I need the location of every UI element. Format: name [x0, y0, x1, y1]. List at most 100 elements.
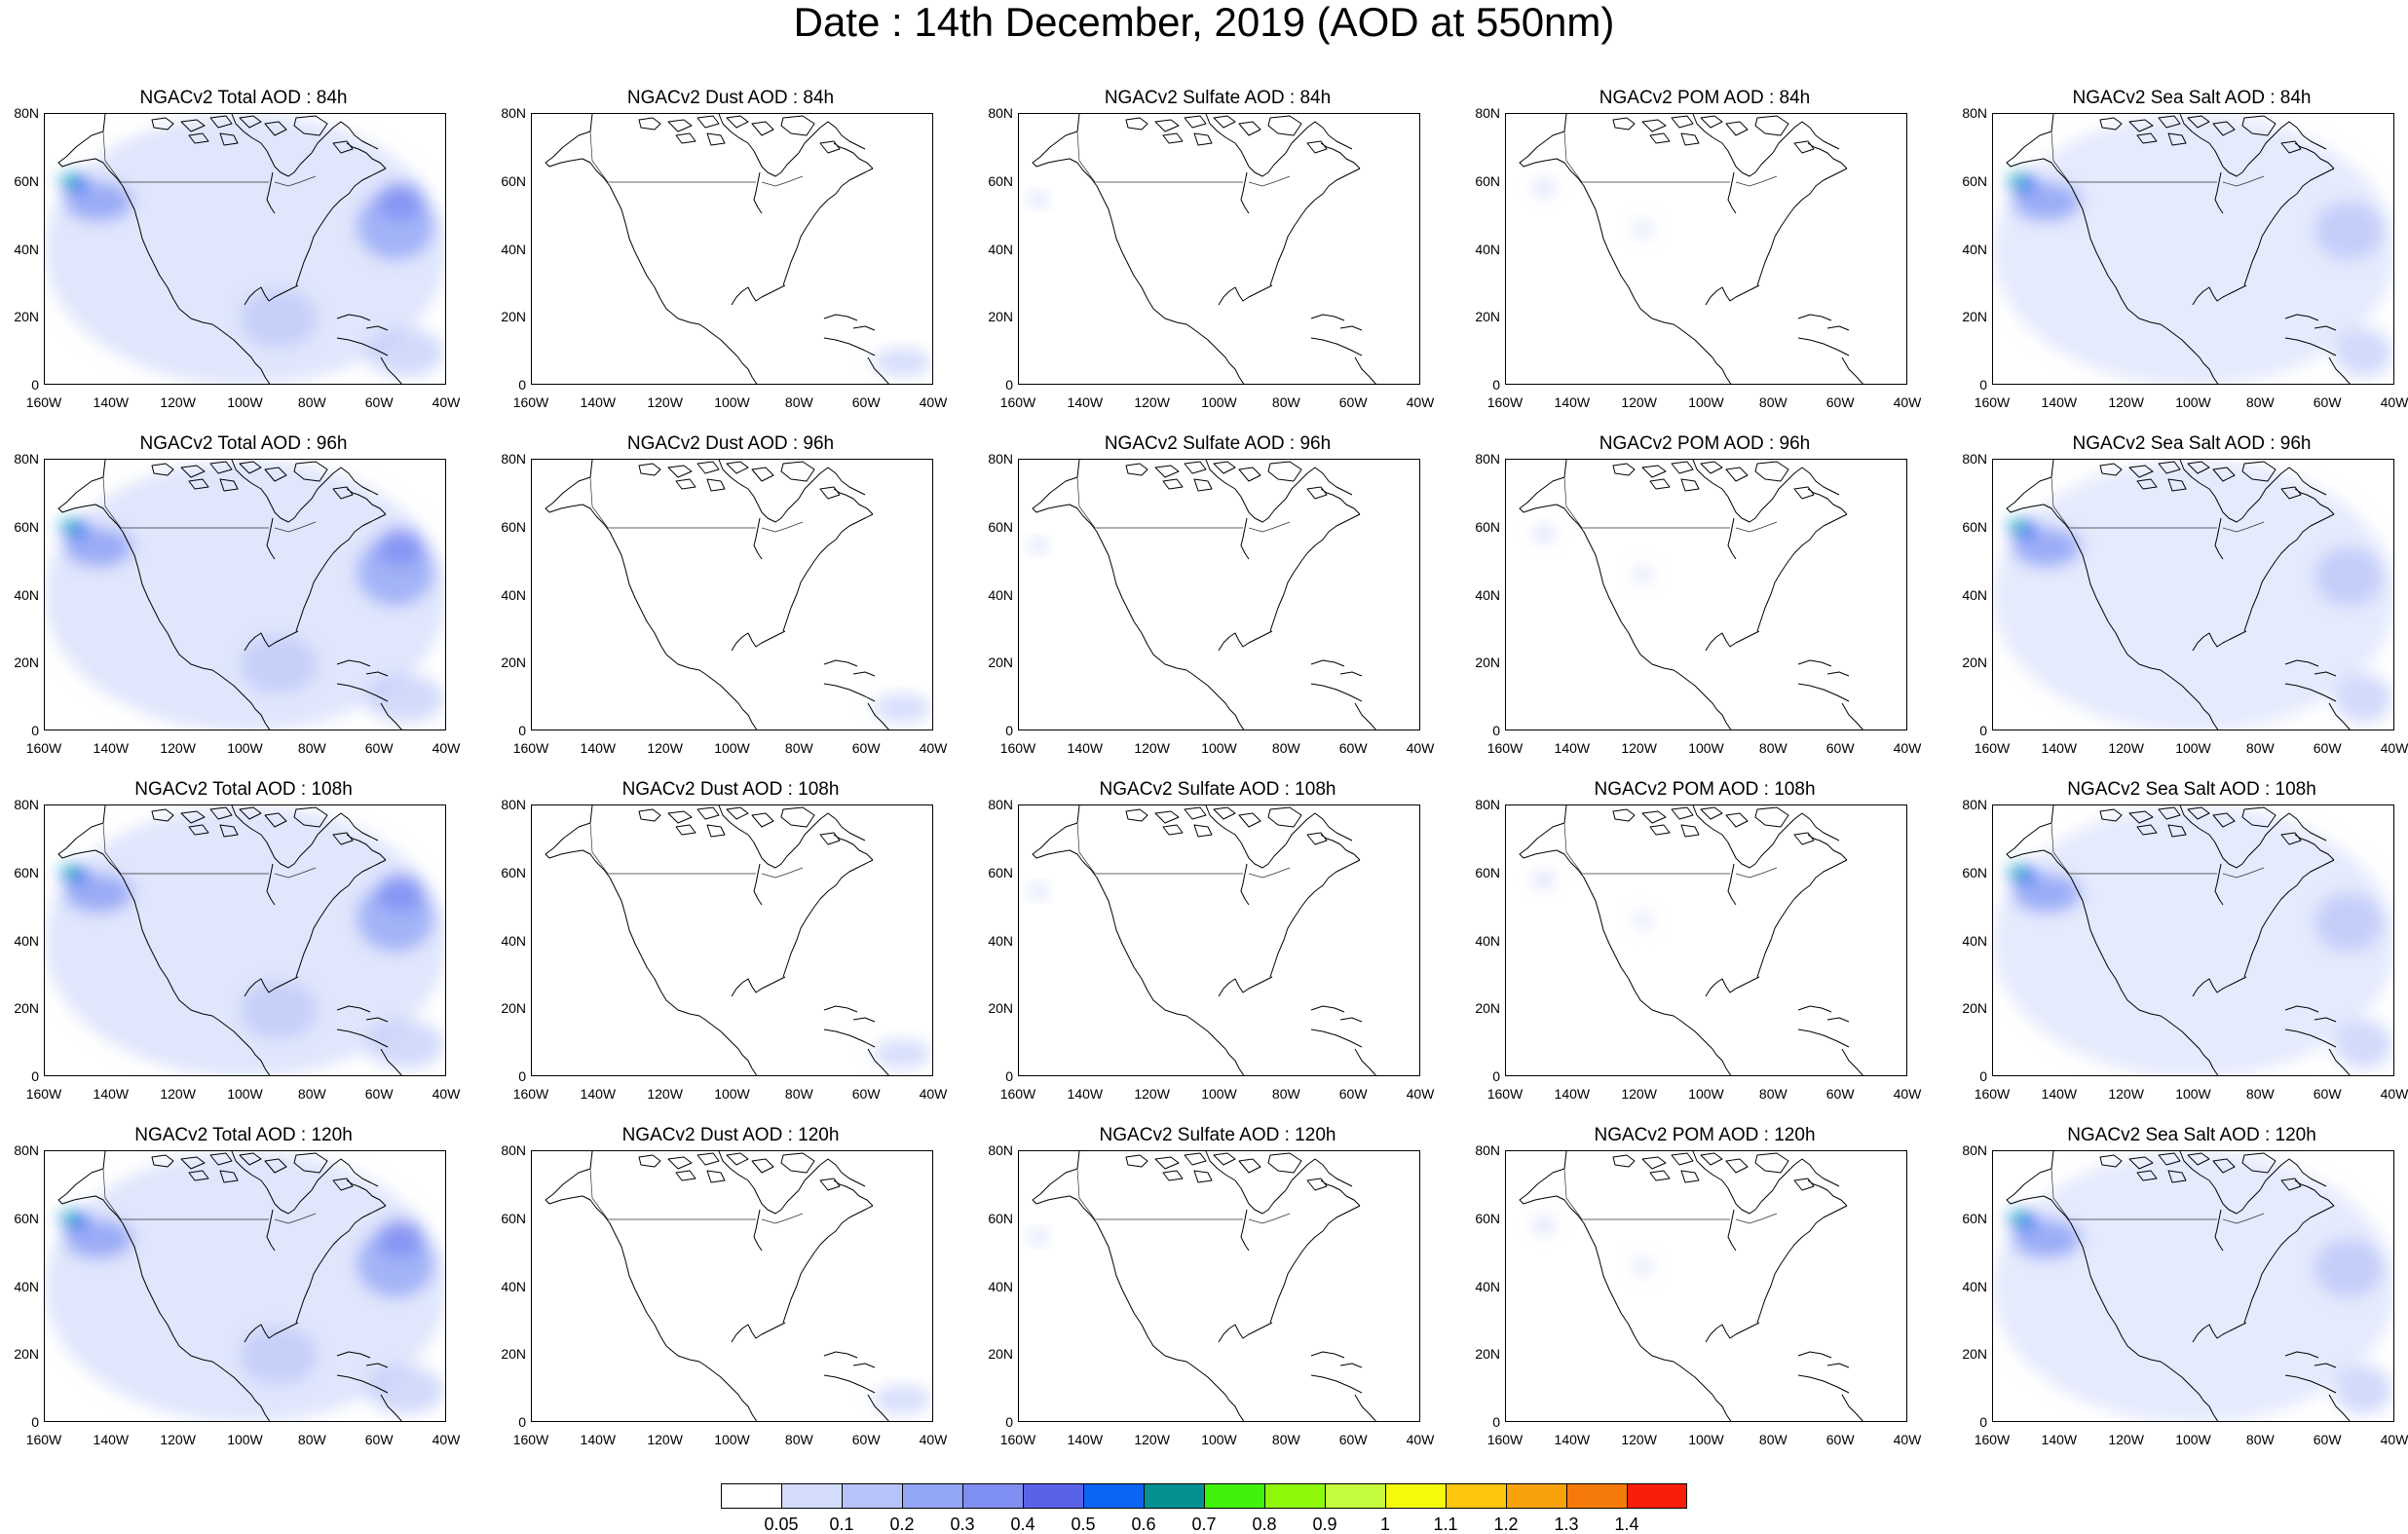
- aod-plume: [2334, 1366, 2392, 1414]
- latitude-label: 60N: [14, 172, 39, 189]
- aod-plumes: [873, 1039, 931, 1068]
- latitude-label: 20N: [501, 655, 526, 671]
- coastline: [798, 467, 866, 500]
- coastline: [311, 1158, 379, 1191]
- colorbar-swatch: [1446, 1483, 1506, 1509]
- island-outline: [209, 1152, 233, 1166]
- island-outline: [1184, 806, 1207, 820]
- island-outline: [1162, 478, 1184, 490]
- aod-plume: [64, 528, 132, 567]
- coastline: [1269, 1205, 1361, 1324]
- coastline: [311, 812, 379, 845]
- latitude-label: 0: [1492, 377, 1500, 393]
- island-outline: [264, 812, 287, 828]
- longitude-label: 120W: [160, 740, 196, 756]
- longitude-label: 100W: [2175, 1086, 2211, 1102]
- coastline: [295, 168, 387, 286]
- latitude-label: 0: [1979, 377, 1987, 393]
- coastline: [1205, 114, 1287, 177]
- colorbar-swatch: [1627, 1483, 1687, 1509]
- aod-map: [45, 1151, 445, 1421]
- longitude-label: 160W: [512, 1432, 549, 1447]
- island-outline: [667, 810, 693, 824]
- coastline: [545, 114, 758, 384]
- island-outline: [2158, 1152, 2181, 1166]
- country-border: [102, 1168, 269, 1220]
- coastline: [753, 863, 763, 906]
- island-outline: [1680, 478, 1700, 492]
- map-frame: [1505, 113, 1907, 385]
- aod-plume: [2013, 874, 2081, 913]
- island-outline: [2128, 465, 2154, 478]
- latitude-label: 80N: [14, 105, 39, 121]
- coastline: [1205, 1151, 1287, 1215]
- coastline: [2314, 1363, 2337, 1368]
- coastline: [1339, 325, 1363, 331]
- coastline: [1285, 1158, 1353, 1191]
- latitude-label: 0: [518, 377, 526, 393]
- latitude-label: 80N: [1962, 451, 1987, 467]
- map-panel: NGACv2 Dust AOD : 84h 80N 60N 40N 20N 0 160W 14…: [487, 88, 974, 433]
- longitude-label: 140W: [93, 1086, 130, 1102]
- coastline: [1320, 1179, 1361, 1207]
- longitude-label: 160W: [1974, 1432, 2011, 1447]
- island-outline: [180, 810, 206, 824]
- island-outline: [219, 132, 239, 146]
- island-outline: [239, 806, 262, 820]
- aod-plume: [64, 874, 132, 913]
- latitude-label: 0: [1492, 1414, 1500, 1430]
- coastline: [2179, 460, 2261, 523]
- coastline: [1797, 659, 1832, 667]
- latitude-label: 60N: [501, 172, 526, 189]
- country-border: [1076, 822, 1243, 875]
- longitude-label: 160W: [1974, 1086, 2011, 1102]
- coastline: [1310, 1005, 1345, 1013]
- coastline: [1727, 1209, 1737, 1252]
- panel-title: NGACv2 POM AOD : 84h: [1599, 88, 1811, 108]
- island-outline: [2241, 115, 2276, 136]
- coastlines: [2006, 460, 2351, 730]
- coastline: [1692, 1151, 1774, 1215]
- coastline: [867, 1048, 889, 1075]
- country-border: [1735, 1213, 1778, 1224]
- coastline: [2314, 1017, 2337, 1023]
- longitude-label: 160W: [1974, 394, 2011, 410]
- island-outline: [726, 461, 749, 474]
- coastline: [1240, 1209, 1250, 1252]
- coastline: [1269, 859, 1361, 978]
- island-outline: [751, 1158, 774, 1174]
- island-outline: [2187, 806, 2210, 820]
- aod-plume: [376, 182, 425, 221]
- island-outline: [1267, 1152, 1302, 1174]
- coastline: [244, 284, 299, 306]
- latitude-label: 80N: [14, 797, 39, 812]
- coastline: [336, 1005, 371, 1013]
- aod-plumes: [873, 693, 931, 723]
- aod-plume: [2314, 547, 2383, 606]
- country-border: [102, 476, 269, 529]
- longitude-label: 40W: [1893, 394, 1922, 410]
- coastlines: [2006, 1151, 2351, 1421]
- island-outline: [1154, 1156, 1180, 1170]
- coastline: [2284, 337, 2337, 356]
- country-border: [102, 822, 269, 875]
- longitude-label: 120W: [1134, 1086, 1170, 1102]
- island-outline: [780, 806, 815, 828]
- panel-title: NGACv2 Sea Salt AOD : 96h: [2072, 433, 2312, 454]
- longitude-label: 140W: [93, 1432, 130, 1447]
- map-frame: [1018, 459, 1420, 730]
- latitude-label: 60N: [1962, 172, 1987, 189]
- coastline: [295, 1205, 387, 1324]
- island-outline: [1184, 461, 1207, 474]
- island-outline: [1793, 486, 1815, 500]
- aod-plume: [2013, 1219, 2081, 1258]
- longitude-label: 140W: [2041, 1086, 2078, 1102]
- map-panel: NGACv2 Dust AOD : 120h 80N 60N 40N 20N 0 160W 1…: [487, 1125, 974, 1471]
- panel-title: NGACv2 Total AOD : 108h: [134, 779, 353, 800]
- island-outline: [1162, 824, 1184, 836]
- coastline: [823, 1351, 858, 1359]
- coastline: [346, 488, 387, 515]
- coastline: [1807, 1179, 1848, 1207]
- island-outline: [1700, 115, 1723, 129]
- country-border: [2222, 175, 2265, 187]
